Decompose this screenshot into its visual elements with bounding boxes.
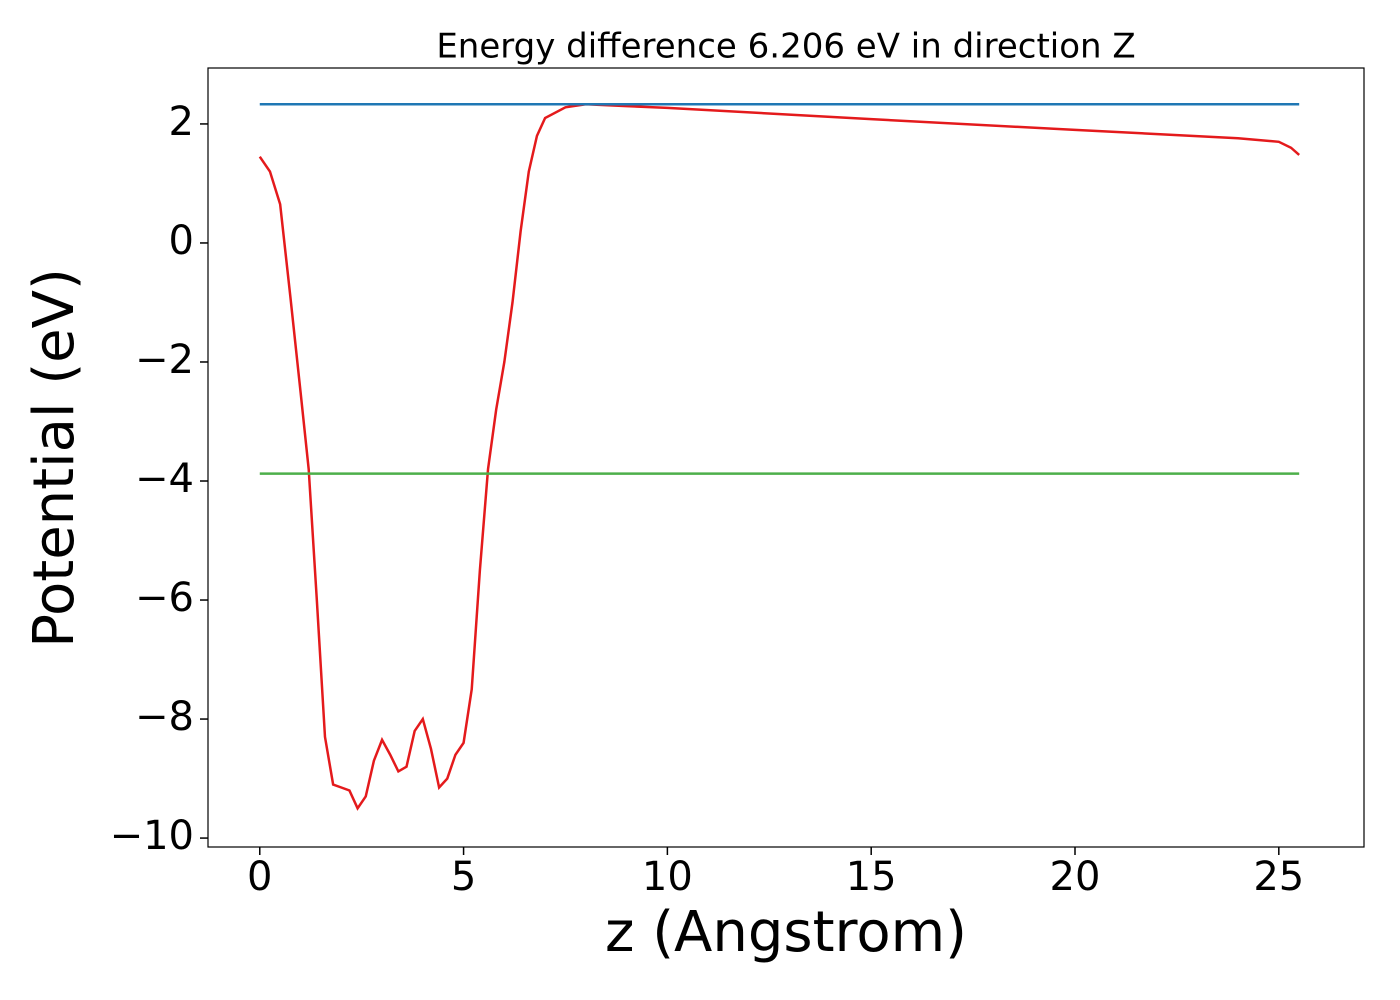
x-tick-label: 15 [846,854,897,900]
y-tick-label: −6 [135,575,194,621]
chart-title: Energy difference 6.206 eV in direction … [436,27,1135,67]
x-tick-label: 10 [642,854,693,900]
y-axis-label: Potential (eV) [22,268,87,648]
y-tick-label: −4 [135,456,194,502]
x-tick-label: 0 [247,854,272,900]
x-tick-label: 20 [1050,854,1101,900]
x-tick-label: 25 [1253,854,1304,900]
y-tick-label: −10 [110,813,194,859]
y-tick-label: 0 [169,218,194,264]
y-tick-label: −8 [135,694,194,740]
x-axis-label: z (Angstrom) [605,900,967,965]
plot-frame [207,67,1365,848]
x-tick-label: 5 [451,854,476,900]
y-tick-label: −2 [135,337,194,383]
y-tick-label: 2 [169,99,194,145]
